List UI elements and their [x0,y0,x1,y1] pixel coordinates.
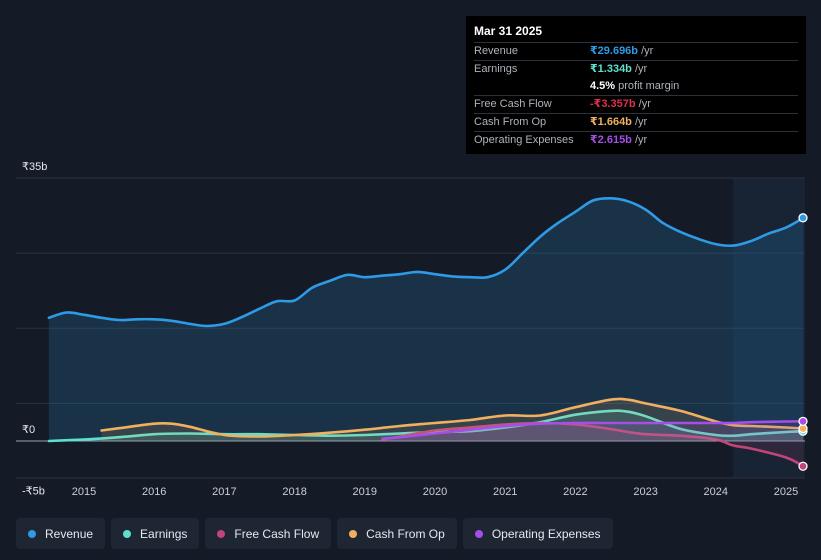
x-tick-label: 2022 [563,486,587,498]
tooltip-date: Mar 31 2025 [474,24,543,38]
x-tick-label: 2021 [493,486,517,498]
legend-dot-icon [28,529,36,538]
revenue-end-marker[interactable] [798,213,808,223]
legend-item-earnings[interactable]: Earnings [111,518,200,549]
operating-expenses-area [382,421,804,441]
operating-expenses-end-marker[interactable] [798,416,808,427]
legend-item-revenue[interactable]: Revenue [16,518,106,549]
legend-item-free-cash-flow[interactable]: Free Cash Flow [205,518,332,549]
earnings-line [47,409,805,443]
x-tick-label: 2018 [282,486,306,498]
revenue-line [47,196,805,328]
tooltip-row-label: Free Cash Flow [474,98,552,110]
legend-label: Revenue [45,526,94,541]
y-tick-label: ₹0 [22,424,35,436]
tooltip-panel: Mar 31 2025 Revenue ₹29.696b /yr Earnings ₹… [466,16,806,154]
x-tick-label: 2020 [423,486,447,498]
legend-label: Free Cash Flow [234,526,320,541]
operating-expenses-line [381,420,805,440]
legend-dot-icon [474,529,483,538]
tooltip-row-value: -₹3.357b /yr [590,98,651,110]
legend-item-operating-expenses[interactable]: Operating Expenses [462,518,613,549]
x-tick-label: 2025 [774,486,798,498]
x-tick-label: 2015 [72,486,96,498]
tooltip-row: 4.5% profit margin [474,78,798,95]
tooltip-row: Revenue ₹29.696b /yr [474,42,798,60]
y-tick-label: ₹35b [22,161,47,173]
x-tick-label: 2017 [212,486,236,498]
tooltip-row-value: ₹2.615b /yr [590,134,648,146]
legend-item-cash-from-op[interactable]: Cash From Op [337,518,457,549]
free-cash-flow-end-marker[interactable] [798,461,808,471]
tooltip-row-value: ₹29.696b /yr [590,45,654,57]
tooltip-row-label [474,78,590,95]
x-tick-label: 2024 [704,486,728,498]
legend-label: Operating Expenses [491,526,601,541]
y-tick-label: -₹5b [22,486,45,498]
free-cash-flow-line [381,421,805,468]
tooltip-row-value: 4.5% profit margin [590,80,680,92]
free-cash-flow-area [382,423,804,467]
tooltip-row: Earnings ₹1.334b /yr [474,60,798,78]
x-tick-label: 2016 [142,486,166,498]
x-tick-label: 2023 [633,486,657,498]
legend-dot-icon [217,529,226,538]
tooltip-row: Cash From Op ₹1.664b /yr [474,113,798,131]
legend-label: Earnings [140,526,188,541]
tooltip-row: Operating Expenses ₹2.615b /yr [474,131,798,149]
legend: Revenue Earnings Free Cash Flow Cash From O… [16,518,613,549]
legend-dot-icon [123,529,132,538]
tooltip-row-value: ₹1.334b /yr [590,63,648,75]
tooltip-row-label: Cash From Op [474,116,547,128]
x-tick-label: 2019 [353,486,377,498]
earnings-area [48,410,804,441]
tooltip-row-label: Revenue [474,45,519,57]
tooltip-row: Free Cash Flow -₹3.357b /yr [474,95,798,113]
legend-dot-icon [349,529,358,538]
tooltip-row-value: ₹1.664b /yr [590,116,648,128]
cash-from-op-line [100,397,805,438]
legend-label: Cash From Op [366,526,445,541]
cash-from-op-area [101,398,804,441]
tooltip-row-label: Operating Expenses [474,134,574,146]
revenue-area [48,198,804,441]
tooltip-row-label: Earnings [474,63,518,75]
